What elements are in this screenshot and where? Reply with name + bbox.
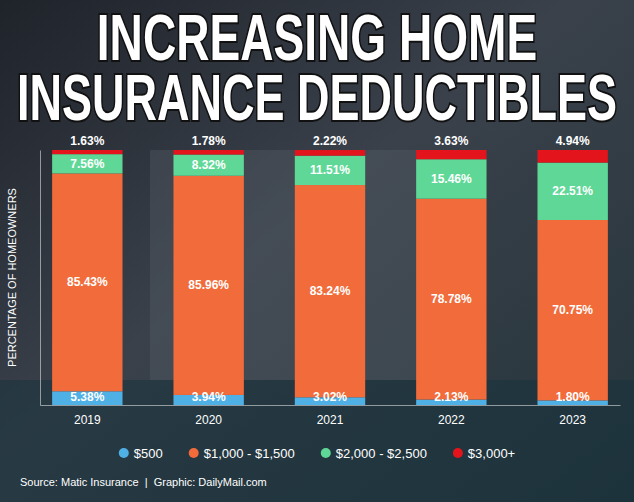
series [52, 173, 608, 400]
x-tick-label: 2019 [74, 413, 101, 427]
bar [416, 150, 486, 159]
bar [52, 154, 122, 173]
bar [416, 159, 486, 198]
data-label: 5.38% [70, 390, 104, 404]
data-label: 4.94% [556, 134, 590, 148]
x-tick: 2020 [195, 405, 222, 427]
series-labels: 5.38% 3.94% 3.02% 2.13% 1.80% [70, 390, 590, 404]
legend-swatch [119, 448, 129, 458]
data-label: 7.56% [70, 157, 104, 171]
x-tick-label: 2021 [317, 413, 344, 427]
title: INCREASING HOMEINSURANCE DEDUCTIBLES [17, 2, 617, 134]
legend-label: $500 [134, 446, 163, 461]
chart-container: INCREASING HOMEINSURANCE DEDUCTIBLES5.38… [0, 0, 634, 502]
bar [416, 199, 486, 400]
legend-item: $2,000 - $2,500 [321, 446, 427, 461]
chart-svg: INCREASING HOMEINSURANCE DEDUCTIBLES5.38… [0, 0, 634, 502]
y-axis-line [40, 151, 41, 406]
x-tick: 2023 [559, 405, 586, 427]
data-label: 85.96% [188, 278, 229, 292]
bars [52, 150, 608, 405]
bar [173, 150, 243, 155]
bar [52, 150, 122, 154]
bar [173, 176, 243, 395]
legend-swatch [189, 448, 199, 458]
bar [537, 150, 607, 163]
data-label: 22.51% [552, 184, 593, 198]
x-tick-label: 2022 [438, 413, 465, 427]
bar [295, 185, 365, 397]
bar [173, 155, 243, 176]
x-axis-line [41, 405, 621, 406]
data-label: 2.22% [313, 134, 347, 148]
data-label: 15.46% [431, 172, 472, 186]
data-label: 11.51% [310, 163, 350, 177]
series-labels: 7.56% 8.32% 11.51% 15.46% 22.51% [70, 157, 593, 199]
legend-swatch [453, 448, 463, 458]
bar [537, 163, 607, 220]
x-tick-label: 2023 [559, 413, 586, 427]
data-label: 8.32% [192, 158, 226, 172]
legend-swatch [321, 448, 331, 458]
series-labels: 85.43% 85.96% 83.24% 78.78% 70.75% [67, 275, 593, 317]
legend-item: $3,000+ [453, 446, 515, 461]
legend-label: $3,000+ [468, 446, 515, 461]
data-label: 3.94% [192, 390, 226, 404]
data-label: 1.80% [556, 390, 590, 404]
data-label: 2.13% [434, 390, 468, 404]
bar [52, 173, 122, 391]
data-label: 78.78% [431, 292, 472, 306]
x-tick: 2022 [438, 405, 465, 427]
legend-label: $1,000 - $1,500 [204, 446, 295, 461]
data-label: 83.24% [310, 284, 351, 298]
series-labels: 1.63% 1.78% 2.22% 3.63% 4.94% [70, 134, 590, 148]
x-tick-label: 2020 [195, 413, 222, 427]
bar [295, 150, 365, 156]
data-label: 3.02% [313, 390, 347, 404]
data-label: 70.75% [552, 303, 593, 317]
y-axis [40, 151, 41, 406]
x-axis: 2019 2020 2021 2022 2023 [41, 405, 621, 427]
legend-item: $500 [119, 446, 163, 461]
bar [295, 156, 365, 185]
source-note: Source: Matic Insurance | Graphic: Daily… [20, 476, 267, 488]
data-label: 3.63% [434, 134, 468, 148]
title-line: INSURANCE DEDUCTIBLES [17, 62, 617, 134]
background [0, 0, 634, 502]
legend-label: $2,000 - $2,500 [336, 446, 427, 461]
data-label: 1.78% [192, 134, 226, 148]
y-axis-title: PERCENTAGE OF HOMEOWNERS [6, 188, 18, 367]
data-label: 85.43% [67, 275, 108, 289]
x-tick: 2021 [317, 405, 344, 427]
legend-item: $1,000 - $1,500 [189, 446, 295, 461]
data-label: 1.63% [70, 134, 104, 148]
series [52, 150, 608, 163]
data-labels: 5.38% 3.94% 3.02% 2.13% 1.80% 85.43% 85.96% 83.… [67, 134, 593, 404]
legend: $500 $1,000 - $1,500 $2,000 - $2,500 $3,000… [119, 446, 515, 461]
series [52, 154, 608, 220]
x-tick: 2019 [74, 405, 101, 427]
bar [537, 220, 607, 400]
